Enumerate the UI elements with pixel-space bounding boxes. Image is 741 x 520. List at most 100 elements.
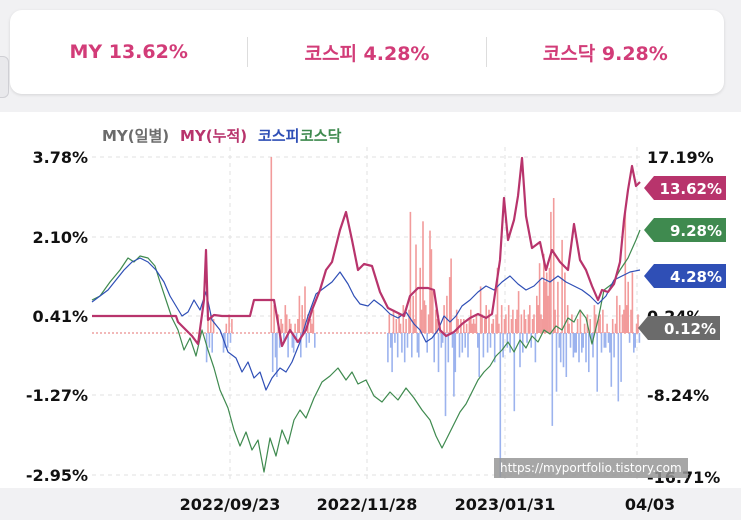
summary-divider [485,37,487,67]
daily-return-bar [537,305,539,333]
daily-return-bar [205,333,208,363]
daily-return-bar [429,230,431,333]
daily-return-bar [514,319,517,333]
daily-return-bar [576,319,579,333]
daily-return-bar [446,295,448,333]
summary-kospi-return: 코스피 4.28% [304,42,430,65]
daily-return-bar [600,333,603,353]
daily-return-bar [495,314,497,333]
daily-return-bar [309,319,312,333]
daily-return-bar [607,333,610,343]
daily-return-bar [457,319,459,333]
daily-return-bar [225,323,228,333]
daily-return-bar [305,333,308,348]
x-axis-tick-label: 2022/11/28 [317,495,418,514]
kospi-cumulative-line [91,257,641,391]
daily-return-bar [561,239,563,333]
daily-return-bar [510,319,513,333]
daily-return-bar [516,309,518,333]
daily-return-bar [547,295,549,333]
daily-return-bar [543,253,545,333]
daily-return-bar [599,314,601,333]
daily-return-bar [288,319,291,333]
daily-return-bar [270,157,273,333]
daily-return-bar [558,333,561,348]
daily-return-bar [505,314,507,333]
end-value-label: 13.62% [660,180,722,198]
daily-return-bar [287,333,289,358]
daily-return-bar [634,333,636,348]
daily-return-bar [472,319,475,333]
daily-return-bar [461,333,464,353]
daily-return-bar [401,333,403,353]
end-value-badge [638,316,720,340]
daily-return-bar [450,258,452,333]
daily-return-bar [426,333,428,353]
daily-return-bar [529,305,531,333]
daily-return-bar [433,333,435,363]
daily-return-bar [226,333,229,348]
daily-return-bar [545,272,548,333]
daily-return-bar [604,333,607,348]
daily-return-bar [523,309,525,333]
daily-return-bar [611,319,614,333]
summary-my-return: MY 13.62% [69,41,188,63]
daily-return-bar [519,333,521,368]
daily-return-bar [411,333,413,358]
daily-return-bar [276,333,278,377]
daily-return-bar [212,319,215,333]
daily-return-bar [548,267,551,333]
daily-return-bar [434,309,437,333]
summary-card: MY 13.62% 코스피 4.28% 코스닥 9.28% [10,10,724,94]
daily-return-bar [481,314,483,333]
side-drawer-handle[interactable] [0,56,9,98]
daily-return-bar [447,333,450,363]
daily-return-bar [635,323,638,333]
daily-return-bar [621,314,624,333]
daily-return-bar [413,319,416,333]
daily-return-bar [500,305,503,333]
daily-return-bar [597,319,600,333]
daily-return-bar [292,333,295,353]
daily-return-bar [478,333,480,377]
daily-return-bar [297,319,299,333]
daily-return-bar [618,305,621,333]
left-axis-tick-label: -1.27% [26,386,88,405]
daily-return-bar [427,314,430,333]
daily-return-bar [387,333,389,363]
daily-return-bar [441,333,444,343]
daily-return-bar [491,323,493,333]
daily-return-bar [458,333,461,358]
daily-return-bar [231,319,233,333]
daily-return-bar [588,333,590,373]
daily-return-bar [530,333,532,348]
daily-return-bar [444,333,447,417]
daily-return-bar [633,333,635,353]
daily-return-bar [403,333,406,363]
daily-return-bar [312,309,315,333]
daily-return-bar [555,333,558,392]
daily-return-bar [498,323,500,333]
daily-return-bar [207,309,209,333]
daily-return-bar [290,323,292,333]
daily-return-bar [512,309,514,333]
summary-divider [247,37,249,67]
daily-return-bar [564,272,566,333]
daily-return-bar [281,323,284,333]
summary-kosdaq-return: 코스닥 9.28% [542,42,668,65]
daily-return-bar [484,319,486,333]
daily-return-bar [405,319,407,333]
legend-entry: 코스닥 [300,127,342,145]
daily-return-bar [283,333,285,343]
daily-return-bar [603,333,606,348]
daily-return-bar [409,211,412,333]
daily-return-bar [432,291,434,333]
daily-return-bar [585,333,587,363]
daily-return-bar [620,333,622,382]
daily-return-bar [637,314,639,333]
daily-return-bar [468,319,471,333]
daily-return-bar [475,314,478,333]
daily-return-bar [517,291,520,333]
daily-return-bar [304,286,306,333]
